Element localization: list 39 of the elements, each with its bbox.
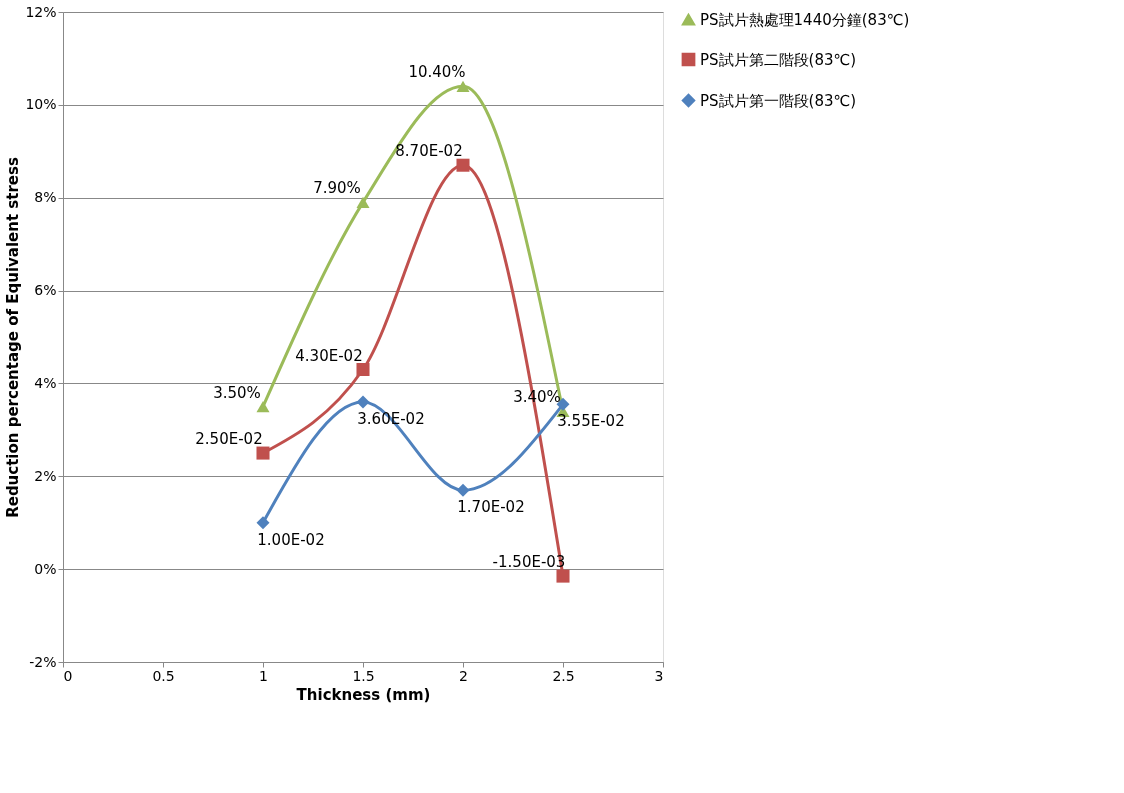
y-tick-label: 12% <box>25 3 57 20</box>
x-tick-label: 2 <box>459 667 468 684</box>
data-label: 1.00E-02 <box>257 530 325 549</box>
y-tick-label: 4% <box>34 374 57 391</box>
point <box>356 395 370 409</box>
y-tick-label: 6% <box>34 282 57 299</box>
x-tick-label: 0 <box>63 667 73 684</box>
y-axis-title: Reduction percentage of Equivalent stress <box>4 157 23 518</box>
data-label: 10.40% <box>408 63 466 82</box>
point <box>556 569 570 583</box>
data-label: 3.55E-02 <box>557 412 625 431</box>
data-label: 8.70E-02 <box>395 142 463 161</box>
x-tick-label: 3 <box>654 667 664 684</box>
legend-label: PS試片第二階段(83℃) <box>700 50 857 69</box>
point <box>356 196 370 208</box>
point <box>456 483 470 497</box>
data-label: 1.70E-02 <box>457 498 525 517</box>
data-label: 7.90% <box>313 179 361 198</box>
y-tick-label: 10% <box>25 96 57 113</box>
point <box>456 80 470 92</box>
y-tick-label: 8% <box>34 189 57 206</box>
point <box>256 446 270 460</box>
legend-label: PS試片熱處理1440分鐘(83℃) <box>700 10 910 29</box>
point <box>256 516 270 530</box>
x-axis-title: Thickness (mm) <box>296 685 431 704</box>
point <box>456 158 470 172</box>
legend-label: PS試片第一階段(83℃) <box>700 91 857 110</box>
data-label: 3.50% <box>213 383 261 402</box>
x-tick-label: 2.5 <box>552 667 575 684</box>
data-label: 2.50E-02 <box>195 430 263 449</box>
x-tick-label: 1 <box>259 667 268 684</box>
point <box>356 362 370 377</box>
data-label: 4.30E-02 <box>295 346 363 365</box>
point <box>256 401 270 413</box>
x-tick-label: 1.5 <box>352 667 375 684</box>
y-tick-label: 0% <box>34 560 57 577</box>
y-tick-label: -2% <box>29 653 57 670</box>
y-tick-label: 2% <box>34 467 57 484</box>
x-tick-label: 0.5 <box>152 667 175 684</box>
